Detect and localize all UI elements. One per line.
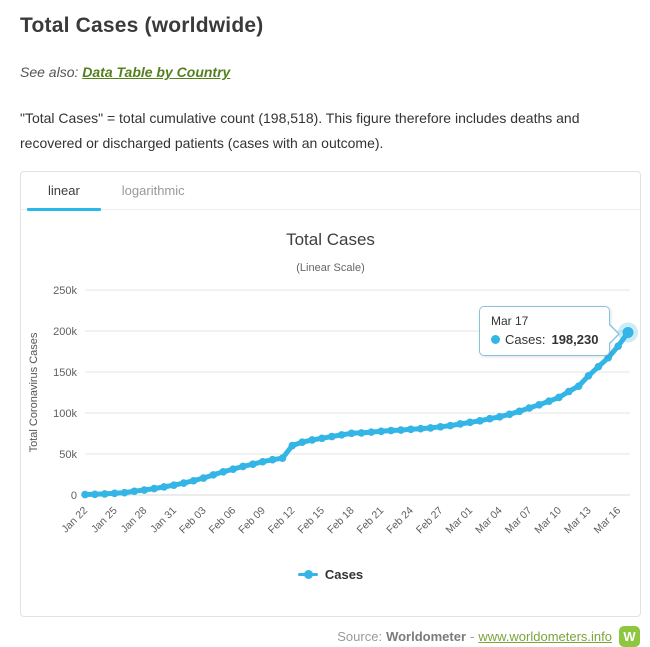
source-label: Source: [337, 629, 383, 644]
series-dot-icon [491, 335, 500, 344]
see-also-line: See also: Data Table by Country [20, 64, 641, 80]
svg-text:Feb 15: Feb 15 [295, 505, 327, 537]
svg-text:250k: 250k [53, 285, 77, 297]
legend-label-cases[interactable]: Cases [324, 567, 364, 582]
svg-text:Feb 18: Feb 18 [325, 505, 357, 537]
see-also-label: See also: [20, 64, 79, 80]
svg-text:Total Coronavirus Cases: Total Coronavirus Cases [28, 332, 40, 452]
chart-legend: Cases [21, 567, 640, 582]
source-footer: Source: Worldometer - www.worldometers.i… [20, 626, 641, 647]
cases-line-chart[interactable]: 0 50k 100k 150k 200k 250k Total Coronavirus Ca… [21, 278, 640, 561]
svg-text:Mar 16: Mar 16 [592, 505, 624, 537]
description-text: "Total Cases" = total cumulative count (… [20, 110, 580, 151]
svg-text:Feb 06: Feb 06 [207, 505, 239, 537]
svg-text:Mar 01: Mar 01 [444, 505, 476, 537]
svg-text:Jan 31: Jan 31 [148, 505, 179, 536]
svg-text:Jan 28: Jan 28 [119, 505, 150, 536]
legend-line-marker-icon [297, 570, 318, 579]
worldometer-logo[interactable]: W [619, 626, 640, 647]
tooltip-series-label: Cases: [505, 332, 546, 347]
svg-text:50k: 50k [59, 449, 77, 461]
svg-text:Feb 21: Feb 21 [355, 505, 387, 537]
svg-text:150k: 150k [53, 367, 77, 379]
svg-text:0: 0 [71, 490, 77, 502]
source-separator: - [470, 629, 475, 644]
tab-linear[interactable]: linear [27, 172, 101, 211]
svg-text:Jan 25: Jan 25 [89, 505, 120, 536]
svg-text:Feb 27: Feb 27 [414, 505, 446, 537]
svg-text:Mar 04: Mar 04 [473, 505, 505, 537]
tooltip-date: Mar 17 [491, 314, 529, 328]
svg-text:Feb 09: Feb 09 [236, 505, 268, 537]
scale-tabbar: linear logarithmic [21, 172, 640, 211]
svg-text:Feb 12: Feb 12 [266, 505, 298, 537]
page-title: Total Cases (worldwide) [20, 14, 264, 37]
chart-subtitle: (Linear Scale) [296, 262, 365, 274]
worldometers-link[interactable]: www.worldometers.info [478, 629, 612, 644]
svg-text:Mar 07: Mar 07 [503, 505, 535, 537]
svg-text:Mar 13: Mar 13 [562, 505, 594, 537]
data-table-by-country-link[interactable]: Data Table by Country [82, 64, 231, 80]
svg-text:Feb 24: Feb 24 [384, 505, 416, 537]
svg-text:Jan 22: Jan 22 [59, 505, 90, 536]
tab-logarithmic[interactable]: logarithmic [121, 183, 185, 198]
chart-tooltip: Mar 17 Cases: 198,230 [479, 306, 621, 356]
chart-title: Total Cases [286, 230, 375, 249]
tooltip-value: 198,230 [551, 332, 599, 347]
chart-card: linear logarithmic Total Cases (Linear Sc… [20, 171, 641, 617]
svg-text:Mar 10: Mar 10 [532, 505, 564, 537]
chart-plot-area[interactable]: 0 50k 100k 150k 200k 250k Total Coronavirus Ca… [21, 278, 640, 561]
svg-text:100k: 100k [53, 408, 77, 420]
source-name: Worldometer [386, 629, 466, 644]
svg-text:Feb 03: Feb 03 [177, 505, 209, 537]
svg-text:200k: 200k [53, 326, 77, 338]
